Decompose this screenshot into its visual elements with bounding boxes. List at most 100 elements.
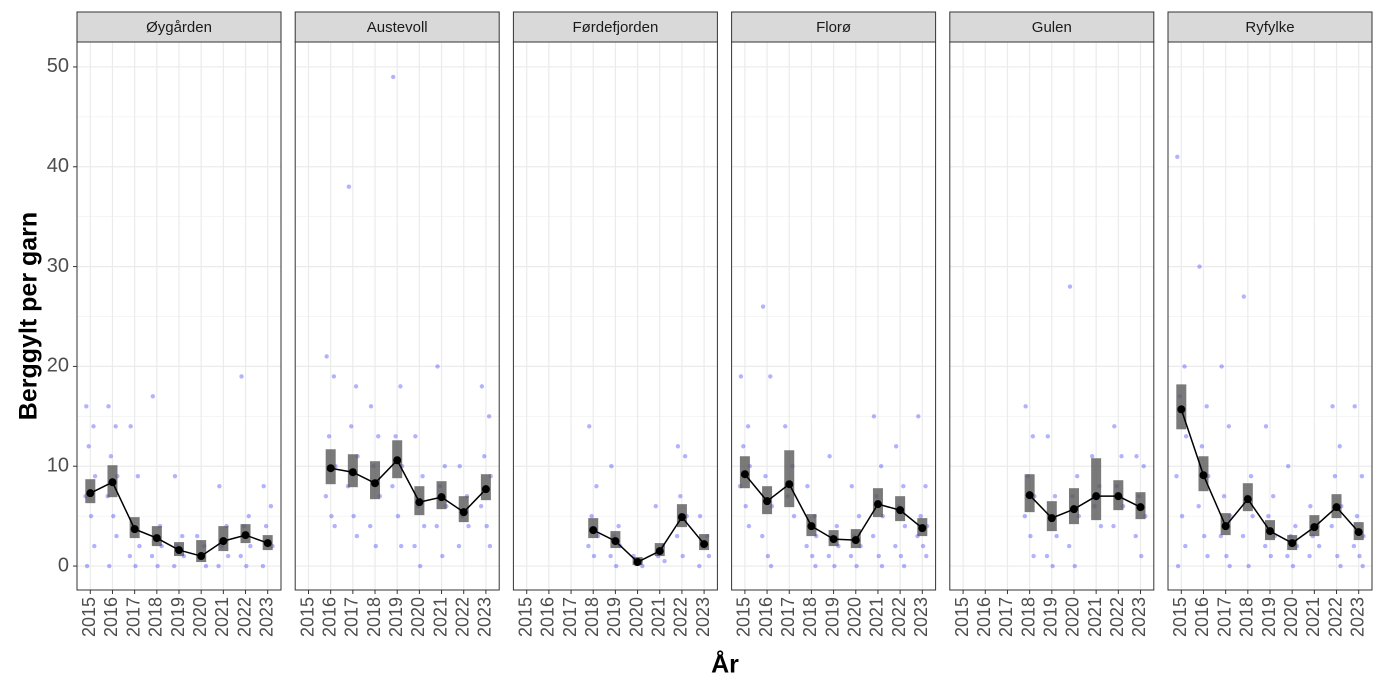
mean-point bbox=[589, 526, 598, 535]
observation-point bbox=[1183, 543, 1188, 549]
y-tick-label: 0 bbox=[58, 554, 69, 576]
mean-point bbox=[1177, 405, 1186, 414]
observation-point bbox=[768, 563, 774, 569]
observation-point bbox=[682, 454, 688, 459]
observation-point bbox=[1139, 553, 1144, 559]
observation-point bbox=[870, 533, 876, 539]
observation-point bbox=[848, 553, 854, 559]
observation-point bbox=[608, 553, 613, 559]
observation-point bbox=[1205, 553, 1210, 559]
observation-point bbox=[1329, 523, 1334, 529]
observation-point bbox=[1183, 434, 1189, 439]
x-tick-label: 2020 bbox=[845, 597, 865, 637]
observation-point bbox=[420, 474, 425, 479]
x-tick-label: 2015 bbox=[952, 597, 972, 637]
x-tick-label: 2015 bbox=[79, 597, 99, 637]
observation-point bbox=[421, 523, 427, 529]
observation-point bbox=[768, 374, 773, 379]
mean-point bbox=[1069, 505, 1078, 514]
observation-point bbox=[399, 543, 404, 549]
mean-point bbox=[481, 485, 490, 494]
observation-point bbox=[1227, 563, 1232, 569]
observation-point bbox=[1054, 533, 1059, 539]
observation-point bbox=[368, 404, 374, 409]
x-tick-label: 2021 bbox=[212, 597, 232, 637]
observation-point bbox=[616, 523, 621, 529]
observation-point bbox=[194, 533, 200, 539]
observation-point bbox=[1359, 474, 1365, 479]
observation-point bbox=[1351, 543, 1357, 549]
observation-point bbox=[442, 464, 447, 469]
observation-point bbox=[662, 558, 667, 564]
mean-point bbox=[371, 479, 380, 488]
observation-point bbox=[324, 354, 329, 359]
observation-point bbox=[879, 563, 885, 569]
observation-point bbox=[440, 553, 445, 559]
x-tick-label: 2023 bbox=[911, 597, 931, 637]
observation-point bbox=[743, 503, 748, 509]
mean-point bbox=[263, 539, 272, 548]
observation-point bbox=[113, 424, 118, 429]
observation-point bbox=[1179, 513, 1185, 519]
observation-point bbox=[1052, 493, 1058, 499]
observation-point bbox=[1246, 563, 1251, 569]
observation-point bbox=[260, 563, 266, 569]
observation-point bbox=[91, 424, 96, 429]
mean-point bbox=[219, 537, 228, 546]
mean-point bbox=[1221, 522, 1230, 531]
observation-point bbox=[920, 543, 926, 549]
mean-point bbox=[611, 537, 620, 546]
observation-point bbox=[586, 543, 591, 549]
observation-point bbox=[456, 543, 462, 549]
observation-point bbox=[150, 394, 156, 399]
observation-point bbox=[246, 513, 251, 519]
observation-point bbox=[1134, 454, 1139, 459]
mean-point bbox=[108, 478, 117, 487]
strip bbox=[731, 11, 937, 43]
mean-point bbox=[851, 536, 860, 545]
x-tick-label: 2019 bbox=[168, 597, 188, 637]
observation-point bbox=[1271, 493, 1276, 499]
x-tick-label: 2020 bbox=[408, 597, 428, 637]
observation-point bbox=[1044, 553, 1050, 559]
observation-point bbox=[391, 74, 396, 80]
observation-point bbox=[760, 533, 765, 539]
x-tick-label: 2015 bbox=[1170, 597, 1190, 637]
observation-point bbox=[1307, 553, 1312, 559]
mean-point bbox=[348, 468, 357, 477]
observation-point bbox=[1202, 533, 1207, 539]
y-tick-label: 50 bbox=[47, 55, 69, 77]
strip-text: Øygården bbox=[146, 19, 212, 36]
observation-point bbox=[133, 563, 138, 569]
x-tick-label: 2015 bbox=[297, 597, 317, 637]
observation-point bbox=[457, 464, 462, 469]
x-tick-label: 2016 bbox=[538, 597, 558, 637]
facet: Florø 2015 2016 2017 2018 2019 2020 2021 2022 202… bbox=[731, 11, 937, 637]
x-tick-label: 2019 bbox=[1041, 597, 1061, 637]
strip bbox=[512, 11, 718, 43]
observation-point bbox=[1133, 533, 1138, 539]
observation-point bbox=[763, 474, 768, 479]
observation-point bbox=[856, 513, 862, 519]
observation-point bbox=[216, 563, 221, 569]
observation-point bbox=[924, 553, 929, 559]
observation-point bbox=[417, 563, 423, 569]
observation-point bbox=[395, 513, 401, 519]
x-tick-label: 2021 bbox=[430, 597, 450, 637]
x-tick-label: 2018 bbox=[146, 597, 166, 637]
x-tick-label: 2020 bbox=[1063, 597, 1083, 637]
observation-point bbox=[86, 444, 91, 449]
observation-point bbox=[1330, 404, 1335, 409]
x-tick-label: 2021 bbox=[867, 597, 887, 637]
observation-point bbox=[107, 563, 112, 569]
observation-point bbox=[84, 404, 89, 409]
observation-point bbox=[1316, 543, 1322, 549]
observation-point bbox=[893, 543, 898, 549]
x-axis-title: År bbox=[711, 650, 739, 679]
observation-point bbox=[1360, 563, 1365, 569]
observation-point bbox=[376, 434, 381, 439]
observation-point bbox=[1031, 553, 1036, 559]
mean-point bbox=[415, 498, 424, 507]
observation-point bbox=[804, 543, 809, 549]
x-tick-label: 2023 bbox=[475, 597, 495, 637]
